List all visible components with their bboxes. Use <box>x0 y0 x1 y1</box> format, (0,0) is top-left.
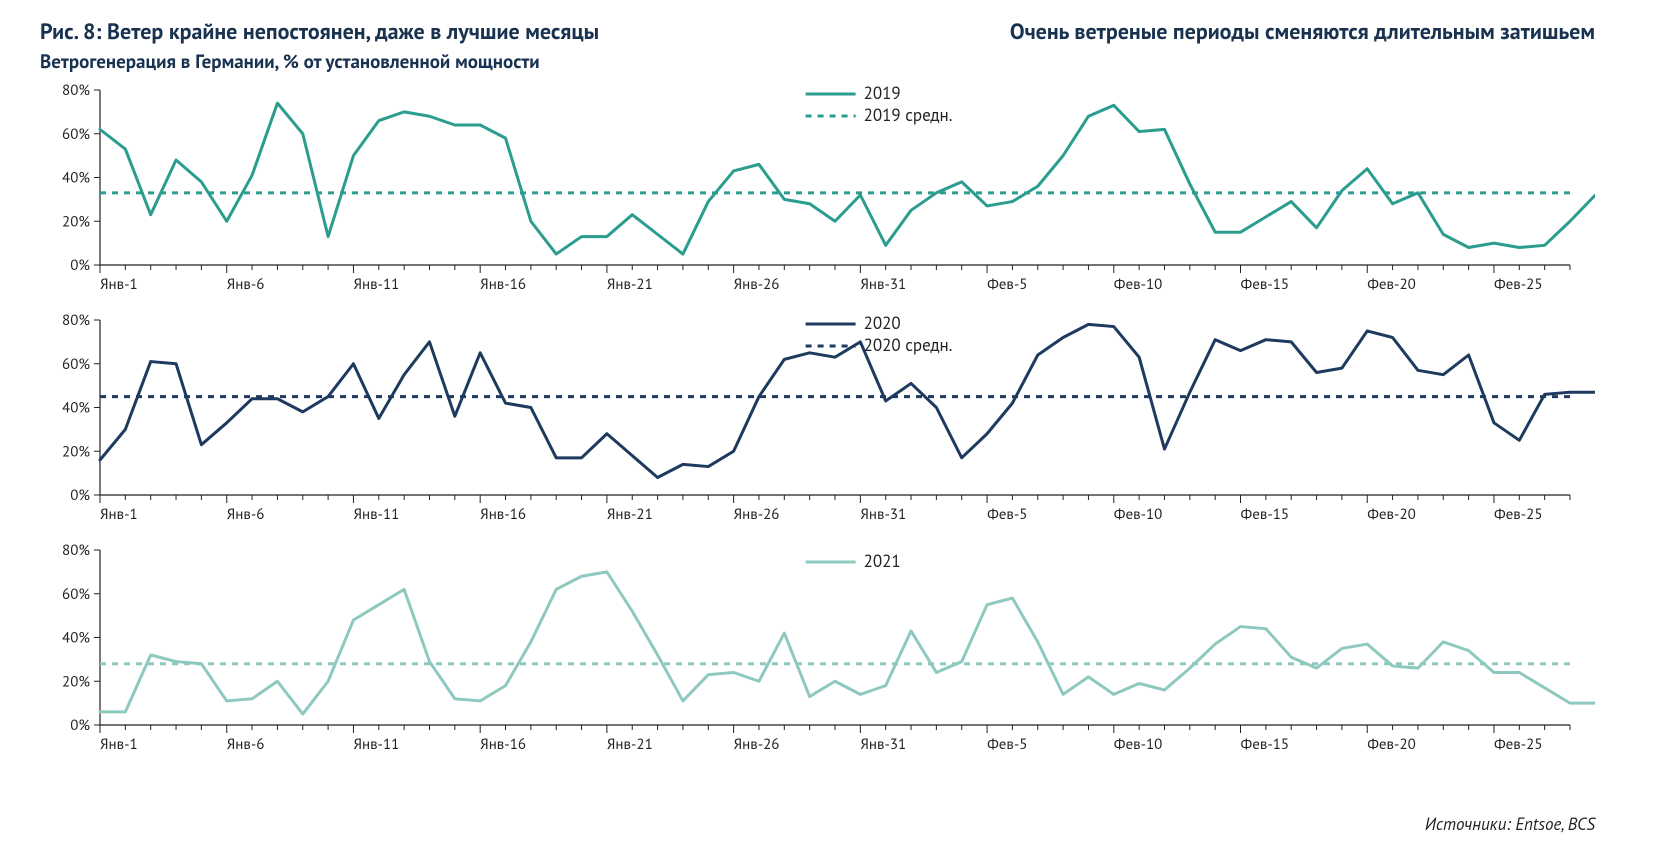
x-tick-label: Янв-16 <box>480 505 526 524</box>
y-tick-label: 40% <box>62 169 90 188</box>
chart-svg: 0% 20% 40% 60% 80% Янв-1 Янв-6 Янв-11 Янв-16 Янв-… <box>40 80 1595 800</box>
x-tick-label: Янв-21 <box>607 505 653 524</box>
legend-label-dash: 2020 средн. <box>864 334 953 356</box>
subtitle: Ветрогенерация в Германии, % от установл… <box>40 50 1595 74</box>
x-tick-label: Янв-11 <box>353 505 399 524</box>
y-tick-label: 80% <box>62 81 90 100</box>
y-tick-label: 20% <box>62 442 90 461</box>
x-tick-label: Фев-25 <box>1494 505 1543 524</box>
source-citation: Источники: Entsoe, BCS <box>1425 813 1595 835</box>
x-tick-label: Янв-1 <box>100 275 138 294</box>
data-line-p2021 <box>100 572 1595 714</box>
y-tick-label: 40% <box>62 399 90 418</box>
x-tick-label: Янв-31 <box>860 505 906 524</box>
x-tick-label: Янв-26 <box>734 275 780 294</box>
title-row: Рис. 8: Ветер крайне непостоянен, даже в… <box>40 18 1595 46</box>
x-tick-label: Янв-16 <box>480 735 526 754</box>
legend-p2019: 20192019 средн. <box>806 82 953 126</box>
x-tick-label: Янв-1 <box>100 735 138 754</box>
x-tick-label: Фев-25 <box>1494 275 1543 294</box>
x-tick-label: Фев-15 <box>1241 275 1290 294</box>
legend-p2021: 2021 <box>806 550 901 572</box>
x-tick-label: Янв-21 <box>607 735 653 754</box>
y-tick-label: 0% <box>70 716 90 735</box>
y-tick-label: 0% <box>70 486 90 505</box>
figure-8: Рис. 8: Ветер крайне непостоянен, даже в… <box>0 0 1655 843</box>
x-tick-label: Фев-20 <box>1367 505 1416 524</box>
x-tick-label: Янв-6 <box>227 505 265 524</box>
legend-p2020: 20202020 средн. <box>806 312 953 356</box>
x-tick-label: Янв-31 <box>860 275 906 294</box>
x-tick-label: Янв-26 <box>734 735 780 754</box>
panel-p2020: 0% 20% 40% 60% 80% Янв-1 Янв-6 Янв-11 Янв-16 Янв-… <box>62 311 1595 524</box>
x-tick-label: Фев-10 <box>1114 735 1163 754</box>
legend-label-solid: 2019 <box>864 82 901 104</box>
y-tick-label: 40% <box>62 629 90 648</box>
x-tick-label: Янв-16 <box>480 275 526 294</box>
y-tick-label: 80% <box>62 541 90 560</box>
legend-label-solid: 2020 <box>864 312 901 334</box>
x-tick-label: Фев-25 <box>1494 735 1543 754</box>
x-tick-label: Янв-1 <box>100 505 138 524</box>
legend-label-solid: 2021 <box>864 550 901 572</box>
panel-p2021: 0% 20% 40% 60% 80% Янв-1 Янв-6 Янв-11 Янв-16 Янв-… <box>62 541 1595 754</box>
x-tick-label: Янв-11 <box>353 735 399 754</box>
x-tick-label: Фев-5 <box>987 505 1027 524</box>
y-tick-label: 80% <box>62 311 90 330</box>
panel-p2019: 0% 20% 40% 60% 80% Янв-1 Янв-6 Янв-11 Янв-16 Янв-… <box>62 81 1595 294</box>
y-tick-label: 60% <box>62 355 90 374</box>
x-tick-label: Янв-26 <box>734 505 780 524</box>
x-tick-label: Янв-31 <box>860 735 906 754</box>
y-tick-label: 60% <box>62 125 90 144</box>
title-left: Рис. 8: Ветер крайне непостоянен, даже в… <box>40 18 599 46</box>
panels-container: 0% 20% 40% 60% 80% Янв-1 Янв-6 Янв-11 Янв-16 Янв-… <box>40 80 1595 805</box>
y-tick-label: 0% <box>70 256 90 275</box>
x-tick-label: Фев-10 <box>1114 275 1163 294</box>
x-tick-label: Янв-6 <box>227 735 265 754</box>
x-tick-label: Фев-15 <box>1241 505 1290 524</box>
y-tick-label: 20% <box>62 212 90 231</box>
x-tick-label: Фев-5 <box>987 275 1027 294</box>
x-tick-label: Фев-5 <box>987 735 1027 754</box>
x-tick-label: Фев-10 <box>1114 505 1163 524</box>
x-tick-label: Фев-20 <box>1367 735 1416 754</box>
x-tick-label: Янв-21 <box>607 275 653 294</box>
y-tick-label: 20% <box>62 672 90 691</box>
x-tick-label: Фев-15 <box>1241 735 1290 754</box>
data-line-p2019 <box>100 103 1595 254</box>
legend-label-dash: 2019 средн. <box>864 104 953 126</box>
y-tick-label: 60% <box>62 585 90 604</box>
title-right: Очень ветреные периоды сменяются длитель… <box>1010 18 1595 46</box>
x-tick-label: Янв-6 <box>227 275 265 294</box>
x-tick-label: Янв-11 <box>353 275 399 294</box>
x-tick-label: Фев-20 <box>1367 275 1416 294</box>
